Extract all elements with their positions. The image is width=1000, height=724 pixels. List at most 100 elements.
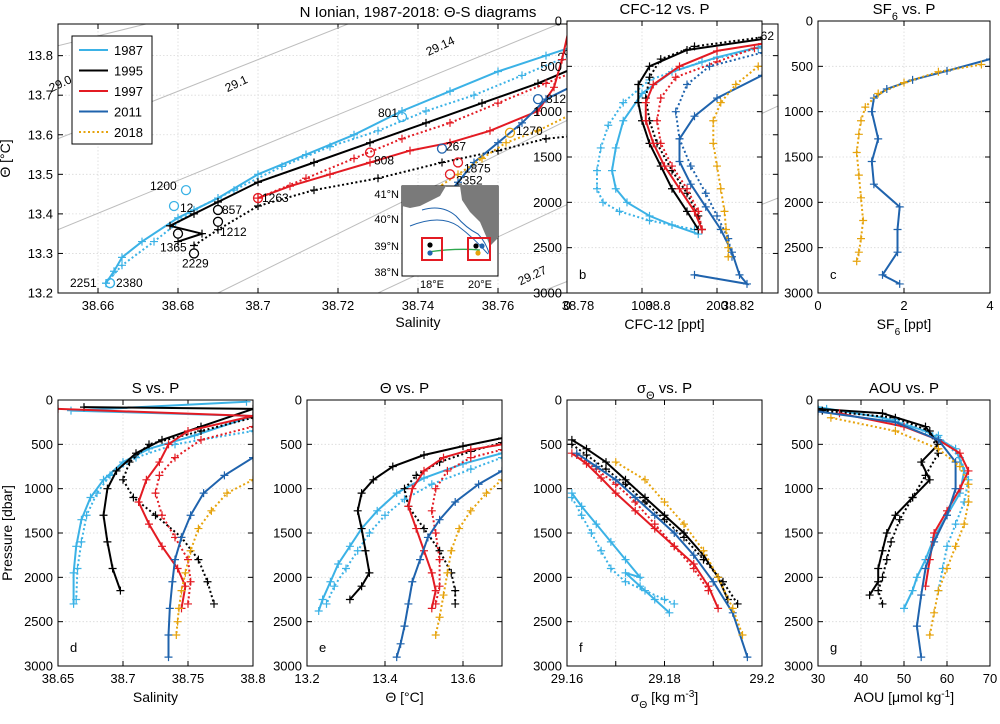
map-lat-label: 40°N [374,214,399,226]
panel-g-tick-label-y: 1500 [784,526,813,541]
panel-c-xlabel-part: [ppt] [900,316,931,332]
map-lat-label: 41°N [374,189,399,201]
station-dot [427,250,432,255]
panel-e-tick-label-y: 2000 [273,570,302,585]
panel-c-tick-label-y: 2000 [784,195,813,210]
panel-f-xlabel-part: -3 [685,689,694,700]
panel-g-tick-label-y: 3000 [784,659,813,674]
panel-g-tick-label-x: 40 [854,671,868,686]
panel-g-tick-label-x: 50 [897,671,911,686]
panel-c-tick-label-y: 0 [806,14,813,29]
legend-label: 1997 [114,84,143,99]
panel-a-tick-label-y: 13.6 [28,127,53,142]
panel-a-tick-label-y: 13.3 [28,246,53,261]
panel-g-tick-label-x: 70 [983,671,997,686]
station-dot [475,250,480,255]
panel-g-xlabel: AOU [μmol kg-1] [854,689,954,706]
panel-d-tick-label-y: 1500 [24,526,53,541]
panel-g-xlabel-part: -1 [941,689,950,700]
panel-b-tick-label-y: 2000 [533,195,562,210]
panel-g-tick-label-y: 500 [791,437,813,452]
panel-b-tick-label-y: 0 [555,14,562,29]
panel-g-tick-label-x: 60 [940,671,954,686]
panel-c-tick-label-y: 1500 [784,150,813,165]
panel-b-tick-label-x: 200 [706,298,728,313]
legend-label: 2011 [114,105,142,120]
panel-f-xlabel-part: Θ [639,700,647,711]
depth-annotation: 1212 [220,225,247,239]
panel-e-tick-label-y: 1500 [273,526,302,541]
panel-c-xlabel-part: SF [877,316,895,332]
panel-c-tick-label-y: 2500 [784,240,813,255]
panel-a-tick-label-y: 13.8 [28,48,53,63]
panel-f-tick-label-x: 29.18 [648,671,681,686]
depth-annotation: 2251 [70,276,97,290]
panel-a-tick-label-y: 13.7 [28,88,53,103]
panel-c-title-part: SF [873,1,892,18]
panel-c-xlabel: SF6 [ppt] [877,316,932,338]
panel-c-tick-label-y: 3000 [784,286,813,301]
panel-c: 0 2 4050010001500200025003000SF6 vs. PSF6 … [784,1,994,338]
panel-g-label: g [830,640,837,655]
panel-g: 30 40 50 60 70 0 500 1000 1500 2000 2500 3000 AOU vs… [784,380,997,705]
panel-b-tick-label-y: 1500 [533,150,562,165]
depth-annotation: 857 [222,203,242,217]
legend-label: 1987 [114,43,143,58]
station-dot [479,243,484,248]
panel-d-tick-label-x: 38.8 [240,671,265,686]
panel-f-xlabel: σΘ [kg m-3] [631,689,698,711]
panel-d-tick-label-y: 3000 [24,659,53,674]
panel-f: 29.16 29.18 29.2050010001500200025003000σΘ… [533,380,775,711]
panel-f-tick-label-y: 2500 [533,614,562,629]
panel-g-title: AOU vs. P [869,380,939,397]
legend: 1987 1995 1997 2011 2018 [72,36,152,144]
panel-c-tick-label-x: 4 [986,298,993,313]
panel-b-tick-label-y: 1000 [533,104,562,119]
map-lat-label: 38°N [374,267,399,279]
panel-d-title: S vs. P [132,380,180,397]
panel-a-xlabel: Salinity [395,314,440,330]
depth-annotation: 2352 [456,173,483,187]
panel-b-tick-label-y: 500 [540,59,562,74]
panel-a-tick-label-x: 38.74 [402,298,435,313]
depth-annotation: 1263 [262,191,289,205]
panel-e-tick-label-x: 13.6 [450,671,475,686]
panel-e-tick-label-y: 2500 [273,614,302,629]
map-lon-label: 20°E [468,279,492,291]
panel-d-tick-label-y: 2000 [24,570,53,585]
panel-b-label: b [579,267,586,282]
panel-c-label: c [830,267,837,282]
panel-e-title: Θ vs. P [380,380,429,397]
depth-annotation: 267 [446,140,466,154]
panel-b: 0 100 200050010001500200025003000CFC-12 vs… [533,1,766,332]
panel-f-title-part: vs. P [655,380,693,397]
panel-b-tick-label-y: 3000 [533,286,562,301]
panel-f-xlabel-part: σ [631,689,640,705]
panel-f-tick-label-y: 1500 [533,526,562,541]
depth-annotation: 1365 [160,241,187,255]
panel-f-tick-label-y: 2000 [533,570,562,585]
map-lon-label: 18°E [420,279,444,291]
panel-d-tick-label-x: 38.75 [172,671,205,686]
panel-a-tick-label-x: 38.66 [82,298,115,313]
figure: 38.66 38.68 38.7 38.72 38.74 38.76 38.78 38.8 38… [0,0,1000,724]
panel-a-tick-label-x: 38.76 [482,298,515,313]
depth-annotation: 2229 [182,256,209,270]
panel-a-tick-label-y: 13.4 [28,206,53,221]
panel-e-tick-label-y: 1000 [273,481,302,496]
station-dot [427,242,432,247]
legend-label: 2018 [114,125,143,140]
map-lat-label: 39°N [374,241,399,253]
panel-g-xlabel-part: AOU [μmol kg [854,689,941,705]
panel-d: 38.65 38.7 38.75 38.80500100015002000250030… [0,380,266,705]
panel-e-xlabel: Θ [°C] [385,689,423,705]
panel-d-tick-label-y: 500 [31,437,53,452]
panel-e-tick-label-x: 13.4 [372,671,397,686]
legend-label: 1995 [114,64,143,79]
panel-f-tick-label-y: 0 [555,393,562,408]
panel-b-title: CFC-12 vs. P [619,1,709,18]
panel-c-tick-label-y: 1000 [784,104,813,119]
panel-d-ylabel: Pressure [dbar] [0,485,15,581]
panel-e-label: e [319,640,326,655]
station-dot [473,243,478,248]
